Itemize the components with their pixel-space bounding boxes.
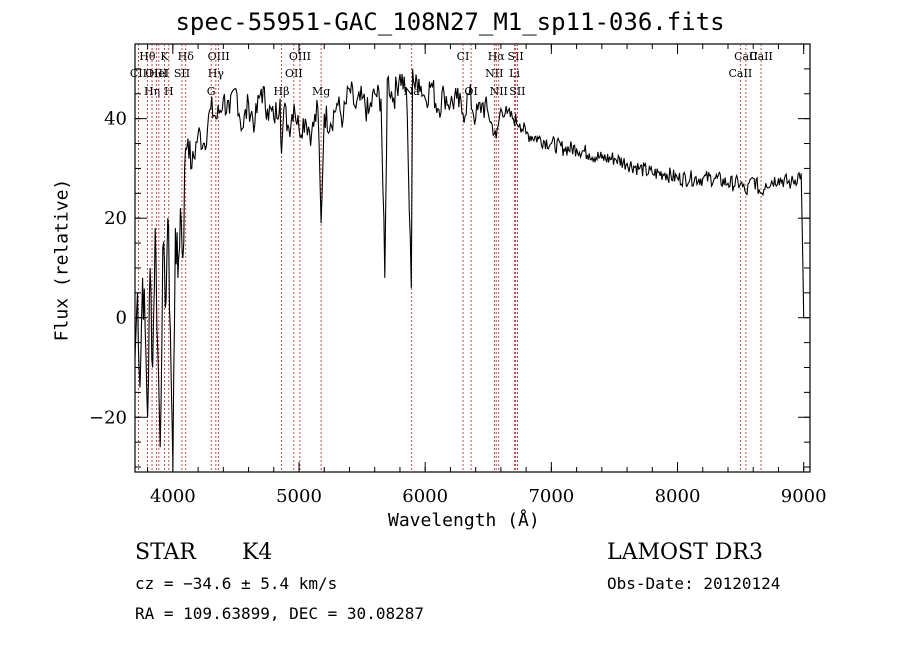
x-tick-label: 6000 (402, 486, 448, 507)
marker-label: CI (457, 50, 470, 63)
marker-label: OII (285, 67, 303, 80)
marker-label: K (160, 50, 169, 63)
marker-label: Na (404, 85, 421, 98)
x-tick-label: 5000 (276, 486, 322, 507)
chart-title: spec-55951-GAC_108N27_M1_sp11-036.fits (175, 8, 725, 36)
y-tick-label: 40 (104, 109, 127, 130)
y-axis-label: Flux (relative) (51, 178, 73, 342)
marker-label: CaII (729, 67, 753, 80)
marker-label: NII (490, 85, 508, 98)
coordinates: RA = 109.63899, DEC = 30.08287 (135, 604, 424, 623)
marker-label: Hα (488, 50, 506, 63)
marker-label: G (207, 85, 216, 98)
marker-label: NII (485, 67, 503, 80)
marker-label: CaII (749, 50, 773, 63)
x-tick-label: 8000 (655, 486, 701, 507)
observation-date: Obs-Date: 20120124 (607, 574, 781, 593)
y-tick-label: −20 (89, 407, 127, 428)
marker-label: SII (174, 67, 190, 80)
marker-label: Hθ (139, 50, 156, 63)
marker-label: Li (509, 67, 520, 80)
object-subclass: K4 (242, 540, 273, 565)
marker-label: CII (130, 67, 147, 80)
y-tick-label: 20 (104, 208, 127, 229)
object-class: STAR (135, 540, 196, 565)
spectrum-line (134, 68, 805, 468)
marker-label: SII (508, 50, 524, 63)
marker-label: HeI (149, 67, 169, 80)
y-tick-label: 0 (116, 308, 127, 329)
plot-frame (134, 43, 811, 473)
x-tick-label: 9000 (781, 486, 827, 507)
marker-label: OIII (145, 67, 167, 80)
y-axis: −20 0 20 40 (89, 68, 810, 468)
marker-label: Hβ (274, 85, 290, 98)
marker-label: Mg (312, 85, 330, 98)
marker-label: OIII (289, 50, 311, 63)
x-axis-label: Wavelength (Å) (388, 510, 540, 531)
survey-name: LAMOST DR3 (607, 540, 763, 565)
marker-label: Hγ (208, 67, 225, 80)
x-tick-label: 7000 (528, 486, 574, 507)
x-tick-label: 4000 (150, 486, 196, 507)
marker-label: Hη (144, 85, 160, 98)
marker-label: OIII (208, 50, 230, 63)
marker-label: SII (509, 85, 525, 98)
marker-label: Hδ (178, 50, 195, 63)
redshift-cz: cz = −34.6 ± 5.4 km/s (135, 574, 338, 593)
x-axis: 4000 5000 6000 7000 8000 9000 (147, 44, 827, 507)
marker-label: H (164, 85, 174, 98)
